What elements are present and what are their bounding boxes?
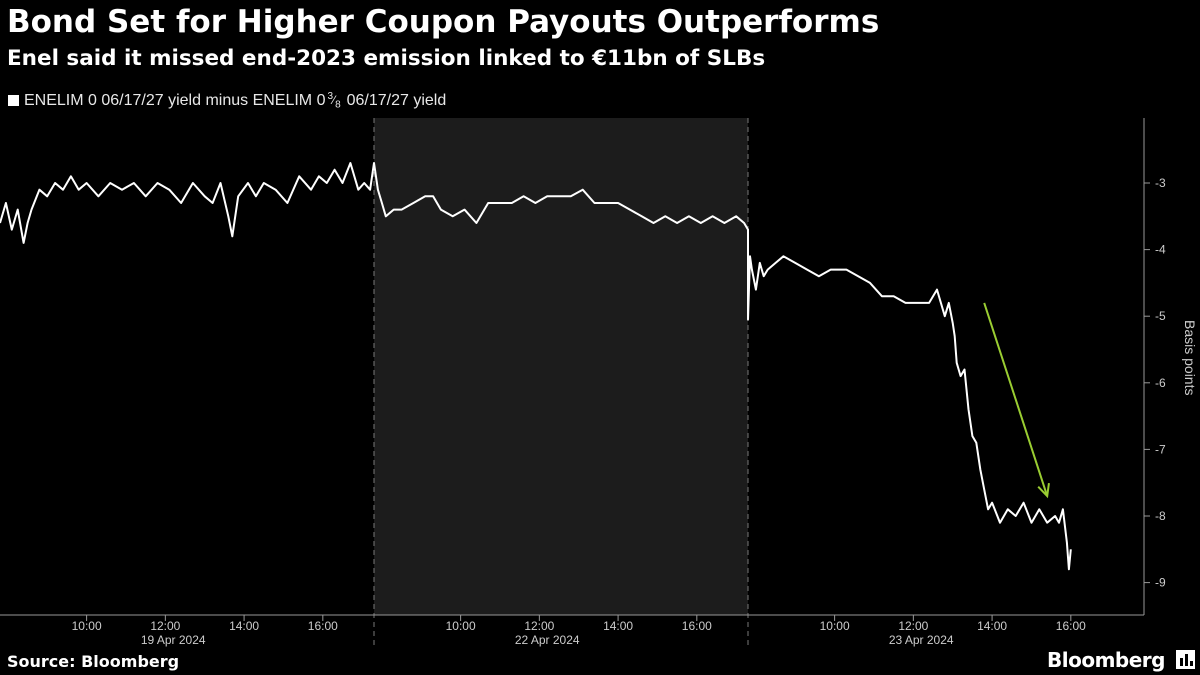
y-tick-label: -9 [1155, 576, 1166, 590]
x-tick-label: 12:00 [524, 619, 554, 633]
chart-subtitle: Enel said it missed end-2023 emission li… [7, 46, 766, 71]
y-tick-label: -4 [1155, 243, 1166, 257]
x-tick-label: 12:00 [898, 619, 928, 633]
legend-fraction-numerator: 3 [327, 91, 334, 102]
bloomberg-icon [1176, 650, 1195, 669]
legend-fraction: 3⁄8 [327, 91, 341, 111]
chart-title: Bond Set for Higher Coupon Payouts Outpe… [7, 4, 880, 40]
annotation-arrow-shaft [983, 302, 1049, 497]
y-tick-label: -8 [1155, 509, 1166, 523]
brand-logo: Bloomberg [1047, 648, 1165, 672]
source-note: Source: Bloomberg [7, 652, 180, 671]
x-tick-label: 14:00 [229, 619, 259, 633]
y-tick-label: -7 [1155, 442, 1166, 456]
annotation-arrow-head [1037, 483, 1050, 499]
x-date-label: 23 Apr 2024 [889, 633, 954, 647]
x-tick-label: 10:00 [446, 619, 476, 633]
legend-label-suffix: 06/17/27 yield [346, 91, 447, 109]
legend-fraction-denominator: 8 [335, 99, 341, 111]
x-date-label: 19 Apr 2024 [141, 633, 206, 647]
legend-label-prefix: ENELIM 0 06/17/27 yield minus ENELIM 0 [24, 91, 326, 109]
legend-swatch [8, 95, 19, 107]
y-tick-label: -5 [1155, 309, 1166, 323]
x-tick-label: 16:00 [682, 619, 712, 633]
y-tick-label: -3 [1155, 176, 1166, 190]
series-line [0, 162, 1072, 571]
y-tick-label: -6 [1155, 376, 1166, 390]
shaded-panel [374, 118, 748, 615]
x-date-label: 22 Apr 2024 [515, 633, 580, 647]
x-tick-label: 10:00 [72, 619, 102, 633]
x-tick-label: 16:00 [308, 619, 338, 633]
x-tick-label: 10:00 [820, 619, 850, 633]
y-axis-label: Basis points [1182, 320, 1198, 395]
x-tick-label: 14:00 [603, 619, 633, 633]
x-tick-label: 16:00 [1056, 619, 1086, 633]
x-tick-label: 14:00 [977, 619, 1007, 633]
legend: ENELIM 0 06/17/27 yield minus ENELIM 0 3… [8, 91, 446, 110]
x-tick-label: 12:00 [150, 619, 180, 633]
